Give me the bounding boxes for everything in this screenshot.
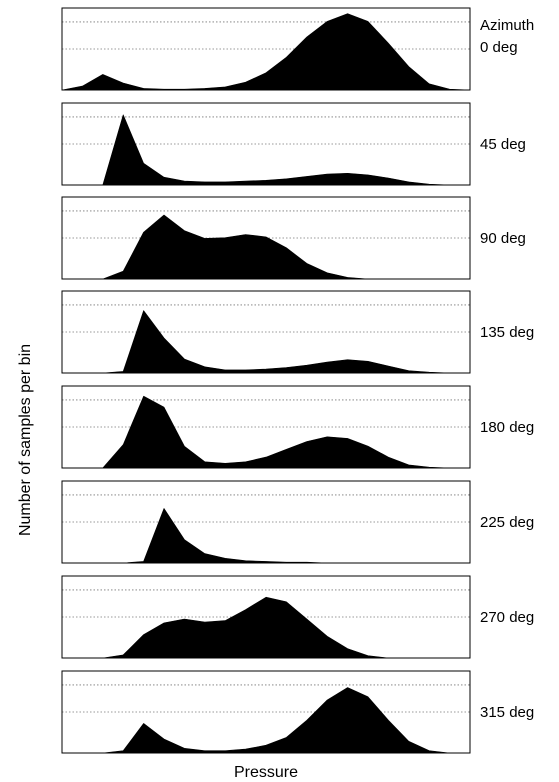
panel-label: 315 deg [480, 704, 534, 721]
histogram-panel: 90 deg [61, 196, 526, 280]
histogram-series [61, 687, 471, 754]
panel-label: 0 deg [480, 39, 518, 56]
legend-title: Azimuth [480, 17, 534, 34]
histogram-series [61, 114, 471, 186]
histogram-panel: 45 deg [61, 102, 526, 186]
histogram-panel: 315 deg [61, 670, 534, 754]
panel-frame [61, 480, 471, 564]
panel-frame [61, 7, 471, 91]
histogram-series [61, 214, 471, 280]
panel-label: 180 deg [480, 419, 534, 436]
histogram-series [61, 395, 471, 469]
histogram-panel: 270 deg [61, 575, 534, 659]
panel-frame [61, 385, 471, 469]
histogram-series [61, 596, 471, 659]
panel-frame [61, 670, 471, 754]
histogram-series [61, 310, 471, 374]
panel-label: 135 deg [480, 324, 534, 341]
panel-frame [61, 575, 471, 659]
histogram-panel: 180 deg [61, 385, 534, 469]
panel-label: 270 deg [480, 609, 534, 626]
panel-label: 225 deg [480, 514, 534, 531]
histogram-panels: 0 deg 45 deg 90 deg 135 deg 180 deg 225 deg 27… [61, 7, 534, 754]
panel-frame [61, 290, 471, 374]
histogram-panel: 135 deg [61, 290, 534, 374]
panel-frame [61, 102, 471, 186]
panel-frame [61, 196, 471, 280]
histogram-panel: 225 deg [61, 480, 534, 564]
y-axis-label: Number of samples per bin [17, 344, 34, 536]
x-axis-label: Pressure [234, 764, 298, 781]
histogram-series [61, 13, 471, 91]
panel-label: 90 deg [480, 230, 526, 247]
histogram-series [61, 508, 471, 564]
panel-label: 45 deg [480, 136, 526, 153]
histogram-panel: 0 deg [61, 7, 518, 91]
